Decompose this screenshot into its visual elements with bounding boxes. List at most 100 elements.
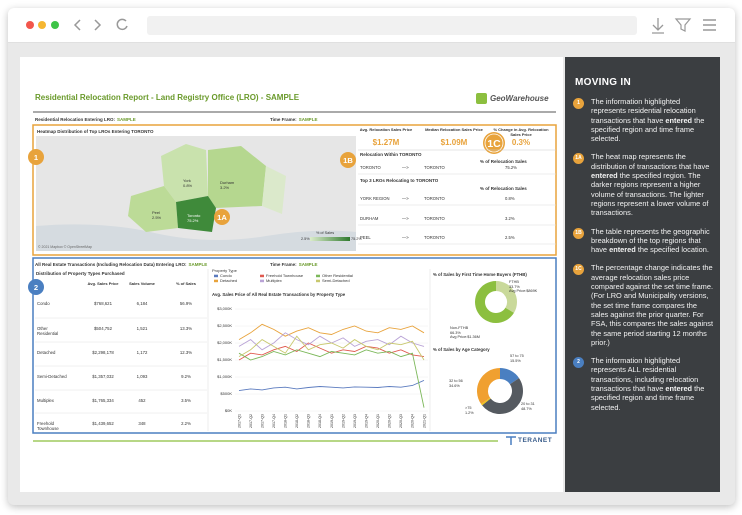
table-share: 75.2% — [505, 165, 517, 170]
panel-title: MOVING IN — [575, 77, 632, 88]
row-cell: $768,621 — [94, 301, 112, 306]
reload-button[interactable] — [116, 18, 128, 31]
series-line — [238, 342, 425, 361]
row-type: Condo — [37, 301, 50, 306]
legend-entry: Multiplex — [266, 278, 282, 283]
series-line — [238, 332, 425, 351]
footer-logo: TERANET — [518, 437, 553, 444]
menu-icon[interactable] — [703, 19, 716, 31]
item-text: The percentage change indicates the aver… — [591, 263, 714, 347]
row-cell: $2,298,178 — [92, 350, 114, 355]
item-text: the specified location. — [635, 245, 709, 255]
row-cell: 1,093 — [136, 374, 148, 379]
legend-swatch — [260, 279, 264, 283]
panel-item: 2 The information highlighted represents … — [573, 356, 713, 412]
item-text: the specified region and time frame sele… — [591, 115, 705, 144]
section2-filter-time: Time Frame: SAMPLE — [270, 262, 317, 267]
item-bold: entered — [665, 384, 693, 394]
map-region-peel — [128, 186, 178, 232]
column-header: Sales Volume — [129, 281, 155, 286]
logo: GeoWarehouse — [490, 94, 549, 103]
badge-1a — [214, 209, 230, 225]
panel-item: 1A The heat map represents the distributi… — [573, 152, 713, 217]
legend-swatch — [316, 274, 320, 278]
forward-button[interactable] — [94, 19, 102, 31]
y-tick-label: $2,500K — [217, 322, 232, 328]
donut-slice — [482, 378, 523, 414]
back-button[interactable] — [73, 19, 81, 31]
table-arrow: —> — [402, 196, 409, 201]
panel-item: 1C The percentage change indicates the av… — [573, 263, 713, 347]
download-icon[interactable] — [652, 18, 664, 34]
panel-items: 1 The information highlighted represents … — [573, 97, 713, 421]
donut-title: % of Sales by First Time Home Buyers (FT… — [433, 272, 527, 277]
label: Time Frame: — [270, 117, 297, 122]
table-arrow: —> — [402, 235, 409, 240]
kpi-value: 0.3% — [511, 138, 531, 147]
slice-value: 15.5% — [510, 358, 521, 363]
table-destination: TORONTO — [424, 216, 445, 221]
section1-filter-time: Time Frame: SAMPLE — [270, 117, 317, 122]
legend-swatch — [214, 274, 218, 278]
kpi-value: $1.09M — [440, 138, 468, 147]
donut-title: % of Sales by Age Category — [433, 347, 490, 352]
kpi-value: $1.27M — [372, 138, 400, 147]
url-bar[interactable] — [147, 16, 637, 35]
label: All Real Estate Transactions (Including … — [35, 262, 187, 267]
label: Residential Relocation Entering LRO: — [35, 117, 116, 122]
map-label-value: 75.2% — [187, 218, 199, 223]
x-tick-label: 2019-Q3 — [353, 414, 357, 428]
legend-gradient — [310, 237, 350, 241]
legend-title: % of Sales — [316, 231, 335, 235]
section1-frame — [32, 124, 557, 256]
close-dot[interactable] — [26, 21, 34, 29]
report-title: Residential Relocation Report - Land Reg… — [35, 93, 300, 102]
map-label-name: Peel — [152, 210, 161, 215]
row-cell: 13.3% — [179, 326, 193, 331]
donut-slice — [500, 368, 520, 385]
kpi-label: Avg. Relocation Sales Price — [359, 127, 413, 132]
x-tick-label: 2017-Q3 — [260, 414, 264, 428]
item-text: The information highlighted represents A… — [591, 356, 699, 394]
legend-entry: Semi-Detached — [322, 278, 350, 283]
badge-1c-ring — [484, 133, 504, 153]
x-tick-label: 2018-Q3 — [307, 414, 311, 428]
minimize-dot[interactable] — [38, 21, 46, 29]
row-type: Multiplex — [37, 398, 54, 403]
report-graphics: 1 1A 1C 1B 2 2017-Q1 2017-Q2 2017-Q3 2017-Q4 2018… — [28, 93, 557, 445]
map-label-name: York — [183, 178, 191, 183]
table-destination: TORONTO — [424, 165, 445, 170]
x-tick-label: 2020-Q2 — [388, 414, 392, 428]
y-tick-label: $1,500K — [217, 356, 232, 362]
value: SAMPLE — [188, 262, 208, 267]
map-label-value: 2.5% — [152, 215, 162, 220]
chart-title: Avg. Sales Price of All Real Estate Tran… — [212, 292, 346, 297]
table-destination: TORONTO — [424, 235, 445, 240]
x-tick-label: 2017-Q4 — [272, 414, 276, 428]
slice-label: 20 to 31 — [521, 402, 535, 406]
map-label-value: 0.8% — [183, 183, 193, 188]
map-label-name: Durham — [220, 180, 235, 185]
kpi-label: Median Relocation Sales Price — [425, 127, 483, 132]
slice-value: 1.2% — [465, 410, 474, 415]
legend-swatch — [214, 279, 218, 283]
table-origin: PEEL — [360, 235, 371, 240]
row-cell: $1,765,334 — [92, 398, 114, 403]
legend-entry: Condo — [220, 273, 232, 278]
row-type: Freehold Townhouse — [37, 421, 59, 431]
filter-icon[interactable] — [674, 18, 692, 32]
item-badge: 1 — [573, 98, 584, 109]
donut-slice — [481, 397, 491, 406]
donut-slice — [475, 281, 514, 324]
item-text: The information highlighted represents r… — [591, 97, 696, 125]
map-region-durham — [208, 146, 266, 208]
legend-entry: Other Residential — [322, 273, 353, 278]
y-tick-label: $0K — [224, 407, 232, 413]
teranet-icon — [506, 436, 516, 445]
item-text: the specified region. The darker regions… — [591, 171, 709, 218]
maximize-dot[interactable] — [51, 21, 59, 29]
legend-min: 2.5% — [301, 237, 310, 241]
series-line — [238, 323, 425, 340]
row-cell: 56.9% — [179, 301, 193, 306]
